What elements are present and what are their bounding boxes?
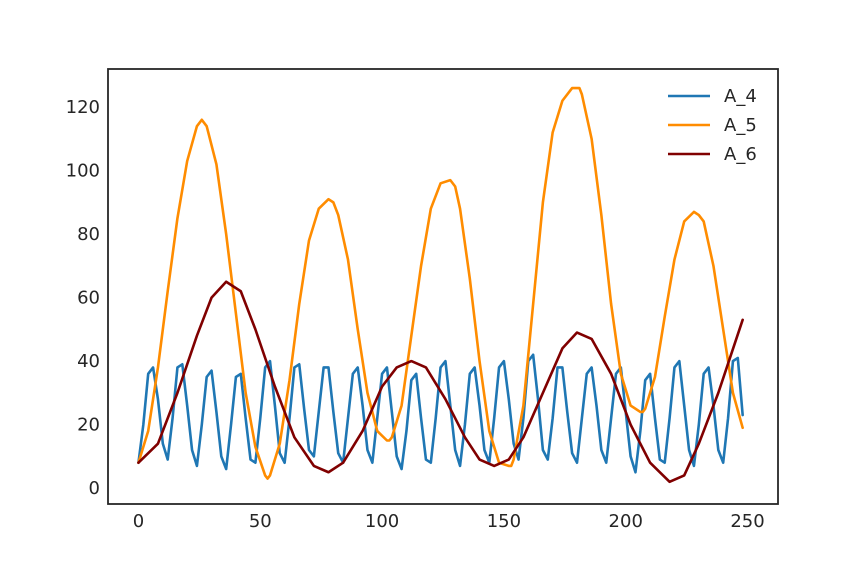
legend-label: A_6 <box>724 144 757 165</box>
x-tick-label: 100 <box>365 511 399 532</box>
legend-label: A_4 <box>724 86 757 107</box>
x-tick-label: 50 <box>249 511 272 532</box>
x-tick-label: 200 <box>609 511 643 532</box>
y-tick-label: 100 <box>66 161 100 182</box>
x-tick-label: 0 <box>133 511 144 532</box>
y-tick-label: 40 <box>77 351 100 372</box>
plot-frame <box>107 68 779 505</box>
x-tick-label: 250 <box>730 511 764 532</box>
y-tick-label: 60 <box>77 288 100 309</box>
legend-label: A_5 <box>724 115 757 136</box>
x-axis-ticks: 0 50 100 150 200 250 <box>133 511 765 532</box>
legend: A_4 A_5 A_6 <box>668 86 757 165</box>
y-tick-label: 20 <box>77 415 100 436</box>
series-line-a-6 <box>137 280 744 484</box>
y-tick-label: 0 <box>89 478 100 499</box>
y-tick-label: 80 <box>77 224 100 245</box>
y-axis-ticks: 0 20 40 60 80 100 120 <box>66 97 100 499</box>
y-tick-label: 120 <box>66 97 100 118</box>
series-line-a-4 <box>137 353 744 474</box>
x-tick-label: 150 <box>487 511 521 532</box>
series-layer <box>137 86 744 484</box>
series-line-a-5 <box>137 86 744 480</box>
